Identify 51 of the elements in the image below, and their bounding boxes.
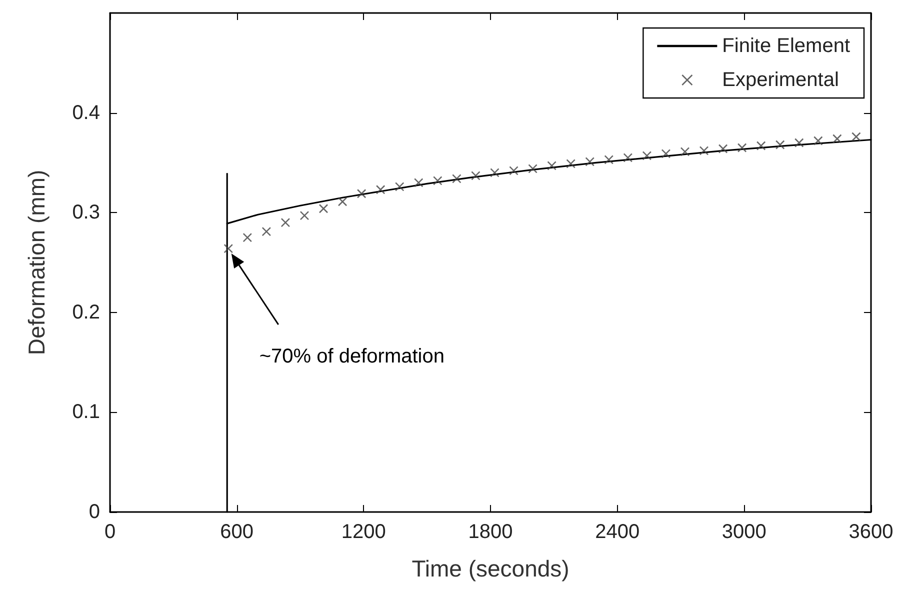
point: [794, 138, 804, 148]
point: [585, 157, 595, 166]
point: [528, 164, 538, 174]
point: [680, 147, 690, 156]
y-tick-label: 0.4: [72, 102, 100, 124]
x-tick-label: 3000: [722, 521, 766, 543]
x-axis-title: Time (seconds): [412, 556, 570, 582]
point: [642, 151, 652, 160]
x-tick-label: 600: [220, 521, 254, 543]
x-tick-label: 0: [104, 521, 116, 543]
point: [300, 210, 310, 220]
point: [490, 168, 500, 178]
y-tick-label: 0.3: [72, 202, 100, 224]
y-tick-label: 0.1: [72, 401, 100, 424]
point: [471, 171, 480, 180]
point: [394, 182, 404, 192]
point: [224, 244, 234, 254]
legend-label: Finite Element: [722, 35, 850, 57]
point: [547, 161, 556, 170]
point: [699, 146, 709, 156]
point: [452, 174, 462, 184]
annotation: ~70% of deformation: [259, 346, 445, 368]
point: [280, 218, 290, 228]
x-tick-label: 1200: [341, 521, 386, 543]
point: [566, 159, 576, 168]
point: [414, 178, 424, 188]
point: [338, 196, 348, 206]
point: [356, 188, 366, 198]
point: [756, 141, 766, 150]
point: [623, 153, 633, 162]
point: [376, 184, 386, 194]
point: [661, 149, 671, 158]
point: [318, 204, 328, 214]
x-tick-label: 2400: [595, 521, 640, 543]
point: [775, 140, 785, 150]
y-axis-title: Deformation (mm): [24, 170, 50, 356]
point: [832, 134, 842, 144]
point: [433, 176, 442, 186]
point: [509, 166, 518, 176]
x-tick-label: 3600: [848, 521, 894, 543]
y-tick-label: 0.2: [72, 301, 100, 324]
y-tick-label: 0: [88, 501, 100, 523]
point: [604, 155, 614, 164]
point: [814, 136, 823, 146]
legend-label: Experimental: [722, 69, 839, 91]
x-tick-label: 1800: [468, 521, 513, 543]
point: [242, 232, 252, 242]
point: [737, 143, 747, 152]
point: [718, 144, 728, 154]
point: [852, 132, 861, 142]
point: [262, 226, 272, 236]
